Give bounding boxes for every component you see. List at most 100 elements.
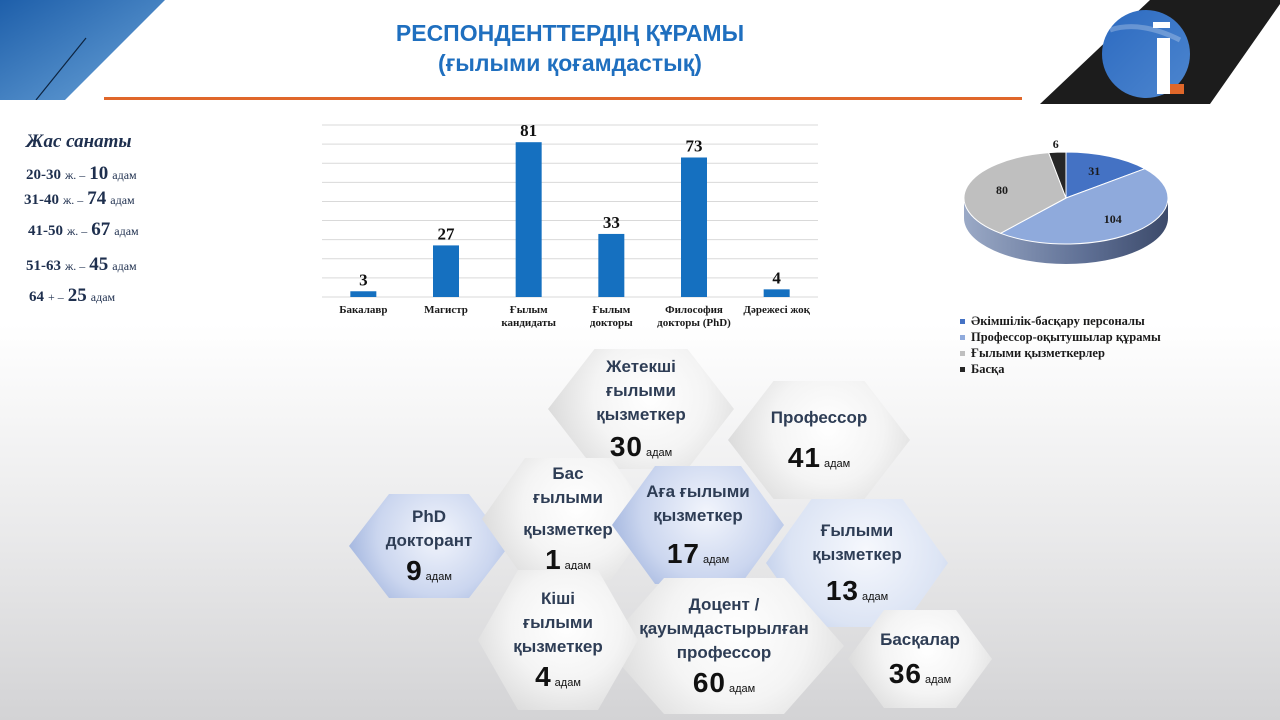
pie-slice-1 [999,168,1169,245]
hex-senior-researcher: Аға ғылыми қызметкер 17 адам [612,466,784,584]
hex-label: докторант [385,531,473,550]
pie-value-label: 6 [1053,140,1059,151]
legend-item: Әкімшілік-басқару персоналы [960,313,1161,329]
age-count: 74 [87,188,107,209]
page-title: РЕСПОНДЕНТТЕРДІҢ ҚҰРАМЫ (ғылыми қоғамдас… [300,18,840,78]
legend-label: Ғылыми қызметкерлер [971,345,1105,360]
hex-count: 60 [692,667,726,698]
hex-count: 36 [888,658,922,689]
age-count: 10 [89,163,109,184]
bar-value-label: 27 [438,224,456,243]
age-range: 31-40 [24,192,59,208]
age-suffix: ж. – [67,224,88,238]
bar-category-label: Магистр [424,304,468,316]
hex-label: ғылыми [606,381,676,400]
hex-count: 13 [825,575,859,606]
hex-associate-professor: Доцент / қауымдастырылған профессор 60 ад… [604,578,844,714]
pie-slice-0 [1065,151,1146,199]
hex-unit: адам [645,447,673,459]
bar-category-label: Дәрежесі жоқ [743,304,810,316]
age-range: 64 [29,289,44,305]
hex-count: 9 [406,555,423,586]
bar-value-label: 33 [603,213,620,232]
hex-unit: адам [702,554,730,566]
legend-swatch [960,318,965,324]
age-suffix: ж. – [65,168,86,182]
bar-category-label: Бакалавр [339,304,388,316]
hex-label: қызметкер [653,506,743,525]
bar-category-label: Ғылым докторы [589,304,633,329]
hex-others: Басқалар 36 адам [848,610,992,708]
age-suffix: ж. – [65,259,86,273]
pie-value-label: 31 [1088,164,1100,178]
hex-label: ғылыми [533,488,603,507]
hex-shape [604,578,844,714]
hex-unit: адам [554,677,581,689]
hex-label: Профессор [770,408,868,427]
legend-item: Ғылыми қызметкерлер [960,345,1161,361]
age-row: 31-40 ж. – 74 адам [24,188,135,210]
legend-label: Профессор-оқытушылар құрамы [971,329,1161,344]
bar-value-label: 81 [520,121,537,140]
hex-shape [548,349,734,469]
hex-count: 17 [666,538,700,569]
legend-swatch [960,350,965,356]
hex-label: Басқалар [880,630,960,649]
hex-count: 4 [535,661,552,692]
bar-3 [598,233,625,297]
hex-count-row: 60 адам [693,667,755,699]
age-unit: адам [112,259,137,273]
age-suffix: + – [48,290,64,304]
page-title-line1: РЕСПОНДЕНТТЕРДІҢ ҚҰРАМЫ [395,20,745,46]
legend-item: Профессор-оқытушылар құрамы [960,329,1161,345]
hex-count-row: 1 адам [545,544,591,576]
title-underline [104,97,1022,100]
hex-count: 30 [609,431,643,462]
corner-decoration-left [0,0,165,100]
legend-swatch [960,334,965,340]
age-count: 25 [67,285,87,306]
legend-swatch [960,366,965,372]
hex-unit: адам [728,683,756,695]
hex-label: Доцент / [688,595,760,614]
age-range: 20-30 [26,167,61,183]
pie-slice-2 [963,152,1067,234]
hex-phd-student: PhD докторант 9 адам [349,494,509,598]
hex-unit: адам [425,571,452,583]
age-row: 64 + – 25 адам [29,285,115,307]
bar-value-label: 4 [772,268,781,287]
age-range: 51-63 [26,258,61,274]
bar-category-label: Ғылым кандидаты [501,304,556,329]
hex-label: ғылыми [523,613,593,632]
age-count: 67 [91,219,111,240]
pie-legend: Әкімшілік-басқару персоналы Профессор-оқы… [960,313,1161,377]
hex-count: 41 [787,442,821,473]
hex-label: қызметкер [596,405,686,424]
age-row: 20-30 ж. – 10 адам [26,163,137,185]
bar-value-label: 73 [686,136,703,155]
hex-shape [612,466,784,584]
page-title-line2: (ғылыми қоғамдастық) [438,50,702,76]
hex-unit: адам [564,560,591,572]
hex-count-row: 30 адам [610,431,672,463]
bar-value-label: 3 [359,270,368,289]
hex-count-row: 9 адам [406,555,452,587]
hex-unit: адам [861,591,889,603]
hex-label: қызметкер [513,637,603,656]
pie-slice-3 [1047,151,1067,199]
degree-bar-chart: 3 27 81 33 73 4 [322,121,818,298]
age-unit: адам [114,224,139,238]
hex-label: қызметкер [523,520,613,539]
hex-label: Аға ғылыми [646,482,750,501]
pie-side [964,198,1168,264]
age-heading: Жас санаты [26,131,132,152]
bar-2 [515,142,542,297]
pie-value-label: 80 [996,183,1008,197]
hex-label: қызметкер [812,545,902,564]
legend-label: Әкімшілік-басқару персоналы [971,313,1145,328]
hex-label: қауымдастырылған [639,619,809,638]
hex-count: 1 [545,544,562,575]
hex-count-row: 13 адам [826,575,888,607]
hex-count-row: 17 адам [667,538,729,570]
hex-lead-researcher: Жетекші ғылыми қызметкер 30 адам [548,349,734,469]
